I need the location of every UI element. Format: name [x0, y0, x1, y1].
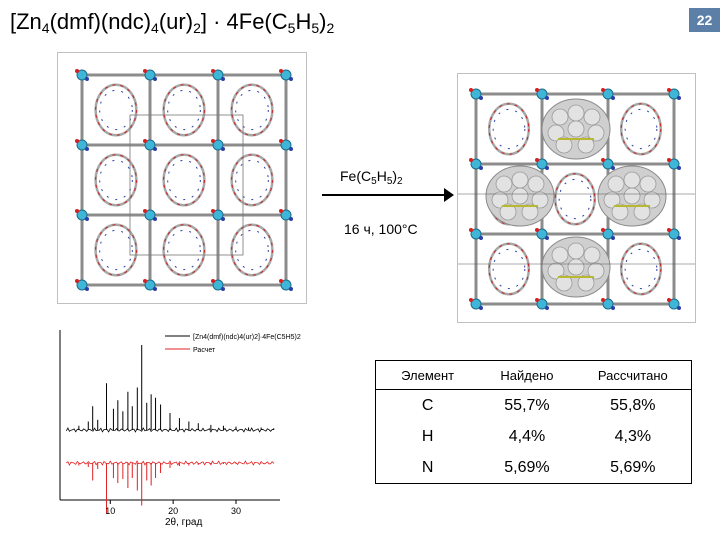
table-row: N 5,69% 5,69%	[376, 452, 692, 484]
reagent-subscript: 5	[371, 176, 377, 187]
cell-calculated: 5,69%	[610, 458, 656, 476]
chart-axes	[59, 330, 280, 501]
title-subscript: 2	[193, 20, 201, 36]
chart-xlabel: 2θ, град	[165, 517, 202, 528]
mof-framework-structure-image	[57, 52, 307, 304]
page-number-badge: 22	[689, 8, 720, 32]
title-subscript: 5	[311, 20, 320, 36]
reaction-reagent-label: Fe(C5H5)2	[340, 168, 403, 187]
chart-series	[65, 345, 275, 513]
unit-cell-outline	[129, 114, 244, 256]
legend-label-series-1: [Zn4(dmf)(ndc)4(ur)2]·4Fe(C5H5)2	[193, 334, 301, 341]
x-tick-label: 10	[105, 506, 115, 516]
cell-element: C	[421, 396, 434, 414]
table-row: H 4,4% 4,3%	[376, 421, 692, 452]
legend-label-series-2: Расчет	[193, 347, 216, 354]
chart-ticks: 10 20 30	[105, 500, 241, 516]
cell-element: H	[421, 427, 434, 445]
xrd-chart: 10 20 30 [Zn4(dmf)(ndc)4(ur)2]·4Fe(C5H5)2 …	[59, 330, 301, 528]
series-baseline-2	[66, 460, 274, 466]
chart-legend: [Zn4(dmf)(ndc)4(ur)2]·4Fe(C5H5)2 Расчет	[165, 334, 301, 354]
cell-element: N	[421, 458, 434, 476]
reagent-subscript: 5	[386, 176, 393, 187]
ferrocene-guest-cluster	[485, 165, 555, 227]
title-subscript: 4	[151, 20, 159, 36]
title-part: (ur)	[158, 9, 194, 34]
cell-found: 4,4%	[508, 427, 546, 445]
mof-framework-structure-icon	[75, 69, 293, 291]
reagent-part: H	[376, 168, 387, 184]
header-element: Элемент	[375, 360, 480, 390]
title-subscript: 4	[41, 20, 50, 36]
slide-title: [Zn4(dmf)(ndc)4(ur)2] · 4Fe(C5H5)2	[10, 8, 334, 37]
cell-calculated: 55,8%	[610, 396, 656, 414]
page-number: 22	[696, 12, 713, 28]
table-header-row: Элемент Найдено Рассчитано	[375, 360, 692, 390]
elemental-analysis-table: Элемент Найдено Рассчитано C 55,7% 55,8%…	[375, 360, 692, 484]
reagent-subscript: 2	[397, 176, 403, 187]
x-tick-label: 30	[231, 506, 241, 516]
title-subscript: 5	[287, 20, 296, 36]
title-part: ] · 4Fe(C	[200, 9, 288, 34]
ferrocene-guest-cluster	[541, 98, 611, 160]
title-part: [Zn	[10, 9, 42, 34]
ferrocene-guest-cluster	[597, 165, 667, 227]
title-part: (dmf)(ndc)	[49, 9, 152, 34]
cell-found: 5,69%	[504, 458, 550, 476]
reaction-arrow-icon	[322, 188, 454, 202]
title-part: )	[319, 9, 327, 34]
reagent-part: )	[392, 168, 398, 184]
reaction-conditions-label: 16 ч, 100°C	[344, 221, 418, 237]
header-calculated: Рассчитано	[574, 360, 692, 390]
x-tick-label: 20	[168, 506, 178, 516]
reagent-part: Fe(C	[340, 168, 372, 184]
title-part: H	[295, 9, 312, 34]
cell-calculated: 4,3%	[614, 427, 652, 445]
framework-net	[75, 69, 293, 291]
header-found: Найдено	[479, 360, 575, 390]
table-row: C 55,7% 55,8%	[376, 390, 692, 422]
title-subscript: 2	[326, 20, 335, 36]
mof-ferrocene-loaded-structure-icon	[458, 88, 695, 310]
ferrocene-guest-cluster	[541, 236, 611, 298]
mof-ferrocene-loaded-structure-image	[457, 73, 696, 323]
cell-found: 55,7%	[504, 396, 550, 414]
